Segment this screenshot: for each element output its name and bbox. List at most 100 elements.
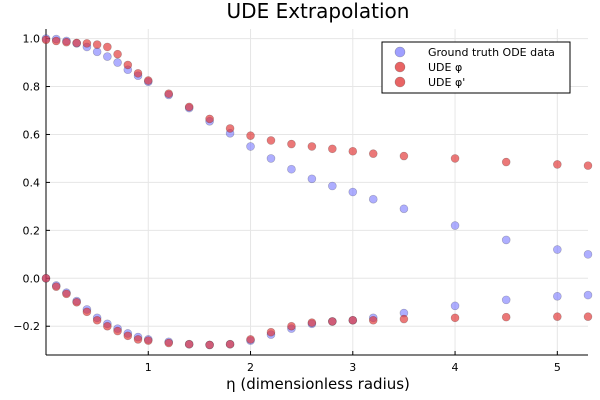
data-point [328,181,337,191]
data-point [368,315,378,325]
x-tick-label: 3 [349,361,356,374]
data-point [103,42,112,52]
x-axis-label: η (dimensionless radius) [226,375,410,393]
data-point [266,136,276,145]
ticks: 1 2 3 4 5 −0.2 0.0 0.2 0.4 0.6 0.8 1.0 [13,33,561,374]
data-point [113,58,122,67]
data-point [205,340,214,350]
data-point [368,194,378,204]
data-point [225,339,235,349]
data-point [246,142,255,151]
data-point [368,149,378,158]
y-tick-label: 0.8 [23,81,41,94]
data-point [399,314,409,324]
data-point [348,146,358,156]
x-tick-label: 5 [554,361,561,374]
data-point [246,335,255,344]
legend-marker [394,46,406,58]
chart-title: UDE Extrapolation [227,0,410,23]
data-point [72,297,81,307]
data-point [583,250,593,259]
data-point [266,327,276,337]
data-point [450,154,460,163]
data-point [450,301,460,311]
y-tick-label: 0.2 [23,224,41,237]
legend-label: UDE φ [428,61,462,74]
data-point [287,164,296,174]
data-point [307,174,317,184]
data-point [164,338,174,348]
data-point [583,312,593,321]
data-point [246,131,255,140]
data-point [133,335,143,344]
y-tick-label: −0.2 [13,320,40,333]
data-point [92,315,102,325]
data-point [92,40,102,49]
data-point [164,89,174,99]
data-point [450,313,460,323]
data-point [553,312,562,321]
y-tick-label: 0.4 [23,176,41,189]
data-point [205,114,214,124]
data-point [328,317,337,326]
data-point [307,142,317,151]
x-tick-label: 4 [452,361,459,374]
data-point [553,245,562,254]
data-points [41,34,593,350]
data-point [113,326,122,336]
data-point [41,35,51,45]
data-point [184,339,194,349]
data-point [399,151,409,161]
data-point [287,321,296,331]
series-1 [41,35,593,170]
legend-label: UDE φ' [428,76,465,89]
y-tick-label: 1.0 [23,33,41,46]
data-point [225,124,235,133]
data-point [307,318,317,327]
data-point [553,160,562,169]
data-point [143,336,153,345]
data-point [143,76,153,85]
data-point [501,312,511,322]
data-point [133,69,143,78]
legend-marker [394,61,406,73]
legend-marker [394,76,406,88]
legend-label: Ground truth ODE data [428,46,555,59]
data-point [450,221,460,230]
series-2 [41,273,593,350]
data-point [553,291,562,301]
legend-box [381,41,571,94]
x-tick-label: 1 [145,361,152,374]
x-tick-label: 2 [247,361,254,374]
data-point [184,102,194,112]
data-point [103,52,112,61]
data-point [51,36,61,46]
data-point [92,47,102,57]
data-point [82,39,92,48]
data-point [103,321,112,331]
data-point [348,187,358,197]
data-point [583,290,593,300]
data-point [82,307,92,317]
data-point [113,49,122,59]
data-point [287,139,296,149]
data-point [501,295,511,305]
data-point [123,331,133,341]
data-point [62,289,71,299]
data-point [72,38,81,48]
y-tick-label: 0.6 [23,128,41,141]
data-point [328,144,337,154]
data-point [348,315,358,325]
data-point [501,235,511,245]
data-point [123,60,133,70]
data-point [62,37,71,47]
data-point [266,154,276,163]
data-point [41,273,51,283]
data-point [583,161,593,170]
data-point [501,157,511,167]
y-tick-label: 0.0 [23,272,41,285]
data-point [399,204,409,214]
legend: Ground truth ODE data UDE φ UDE φ' [381,41,571,94]
data-point [51,282,61,291]
